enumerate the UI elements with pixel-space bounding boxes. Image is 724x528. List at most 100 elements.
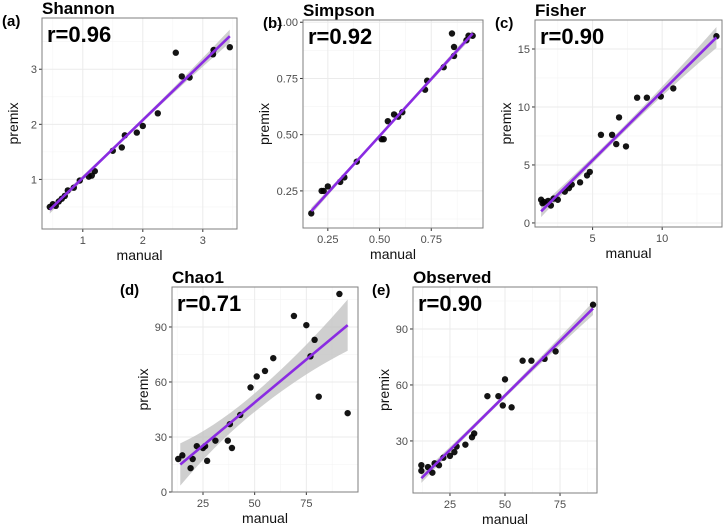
- data-point: [484, 392, 491, 400]
- data-point: [576, 179, 584, 186]
- data-point: [448, 30, 456, 37]
- plot-border: [41, 17, 238, 230]
- data-point: [418, 467, 425, 474]
- data-point: [324, 183, 332, 190]
- data-point: [290, 312, 298, 320]
- data-point: [228, 444, 236, 452]
- data-point: [608, 131, 616, 139]
- data-point: [597, 131, 605, 139]
- regression-line: [179, 324, 349, 466]
- data-point: [589, 301, 597, 308]
- data-point: [189, 455, 196, 463]
- data-point: [380, 135, 387, 143]
- y-axis-label: premix: [5, 102, 21, 144]
- confidence-band: [180, 299, 348, 486]
- y-axis-label: premix: [376, 369, 392, 411]
- data-point: [633, 94, 641, 101]
- data-point: [320, 187, 327, 195]
- x-tick-label: 50: [249, 498, 261, 510]
- x-tick-label: 10: [656, 233, 668, 245]
- y-tick-label: 30: [155, 432, 167, 444]
- y-tick-label: 5: [524, 160, 530, 172]
- data-point: [462, 441, 469, 448]
- y-tick-label: 3: [31, 64, 37, 76]
- y-tick-label: 0: [161, 487, 167, 499]
- x-tick-label: 25: [197, 498, 209, 510]
- data-point: [508, 404, 515, 411]
- y-tick-label: 0: [524, 218, 530, 230]
- panel-label: (a): [2, 13, 20, 30]
- data-point: [418, 461, 425, 469]
- regression-line: [310, 32, 474, 213]
- panel-observed: 25 50 75 30 60 90 r=0.90 Observed (e) manual premi…: [372, 268, 598, 527]
- y-tick-label: 1.00: [277, 17, 298, 29]
- panel-label: (d): [120, 282, 139, 299]
- panel-simpson: 0.25 0.50 0.75 0.25 0.50 0.75 1.00 r=0.92 Simpso…: [256, 1, 484, 262]
- y-tick-label: 1: [31, 174, 37, 186]
- data-point: [308, 210, 315, 217]
- data-point: [451, 448, 458, 456]
- data-point: [118, 144, 126, 151]
- data-point: [519, 357, 526, 364]
- y-axis-label: premix: [256, 103, 272, 145]
- data-point: [253, 373, 260, 380]
- data-point: [133, 129, 140, 136]
- correlation-annotation: r=0.71: [177, 291, 241, 316]
- y-tick-label: 90: [155, 322, 167, 334]
- regression-line: [540, 36, 718, 213]
- data-point: [643, 94, 651, 101]
- x-axis-label: manual: [370, 246, 416, 262]
- x-tick-label: 0.25: [317, 234, 338, 246]
- data-point: [224, 437, 231, 444]
- x-axis-label: manual: [482, 511, 528, 527]
- data-point: [311, 336, 318, 344]
- data-point: [226, 43, 233, 51]
- correlation-annotation: r=0.90: [418, 291, 482, 316]
- data-point: [552, 348, 559, 355]
- data-point: [501, 376, 509, 383]
- x-tick-label: 5: [590, 233, 596, 245]
- panel-chao1: 25 50 75 0 30 60 90 r=0.71 Chao1 (d) manual premix: [120, 268, 359, 526]
- data-point: [154, 110, 161, 117]
- data-point: [175, 455, 182, 463]
- plot-border: [171, 286, 359, 493]
- data-point: [499, 402, 506, 409]
- y-tick-label: 0.75: [277, 73, 298, 85]
- data-point: [172, 49, 179, 56]
- panel-label: (c): [495, 15, 513, 32]
- data-point: [315, 393, 322, 400]
- x-tick-label: 0.75: [421, 234, 442, 246]
- data-point: [670, 85, 677, 92]
- panel-title: Simpson: [303, 1, 375, 20]
- panel-fisher: 5 10 0 5 10 15 r=0.90 Fisher (c) manual premix: [495, 1, 723, 261]
- data-point: [446, 452, 454, 460]
- plot-border: [534, 19, 723, 228]
- panel-title: Observed: [413, 268, 491, 287]
- x-axis-label: manual: [242, 510, 288, 526]
- y-tick-label: 10: [518, 102, 530, 114]
- x-tick-label: 75: [554, 499, 566, 511]
- data-point: [470, 430, 478, 437]
- data-point: [429, 469, 436, 476]
- data-point: [247, 384, 254, 391]
- data-point: [528, 357, 535, 364]
- panel-label: (b): [263, 15, 282, 32]
- data-point: [303, 321, 310, 329]
- panel-title: Fisher: [535, 1, 586, 20]
- data-point: [586, 168, 594, 176]
- x-tick-label: 75: [300, 498, 312, 510]
- x-tick-label: 3: [200, 235, 206, 247]
- x-tick-label: 50: [499, 499, 511, 511]
- y-tick-label: 60: [396, 380, 408, 392]
- y-axis-label: premix: [498, 102, 514, 144]
- x-tick-label: 1: [80, 235, 86, 247]
- panel-label: (e): [372, 282, 390, 299]
- y-tick-label: 0.25: [277, 186, 298, 198]
- x-tick-label: 2: [140, 235, 146, 247]
- correlation-annotation: r=0.96: [47, 22, 111, 47]
- y-tick-label: 30: [396, 436, 408, 448]
- y-tick-label: 90: [396, 324, 408, 336]
- plot-border: [412, 286, 598, 494]
- y-tick-label: 2: [31, 119, 37, 131]
